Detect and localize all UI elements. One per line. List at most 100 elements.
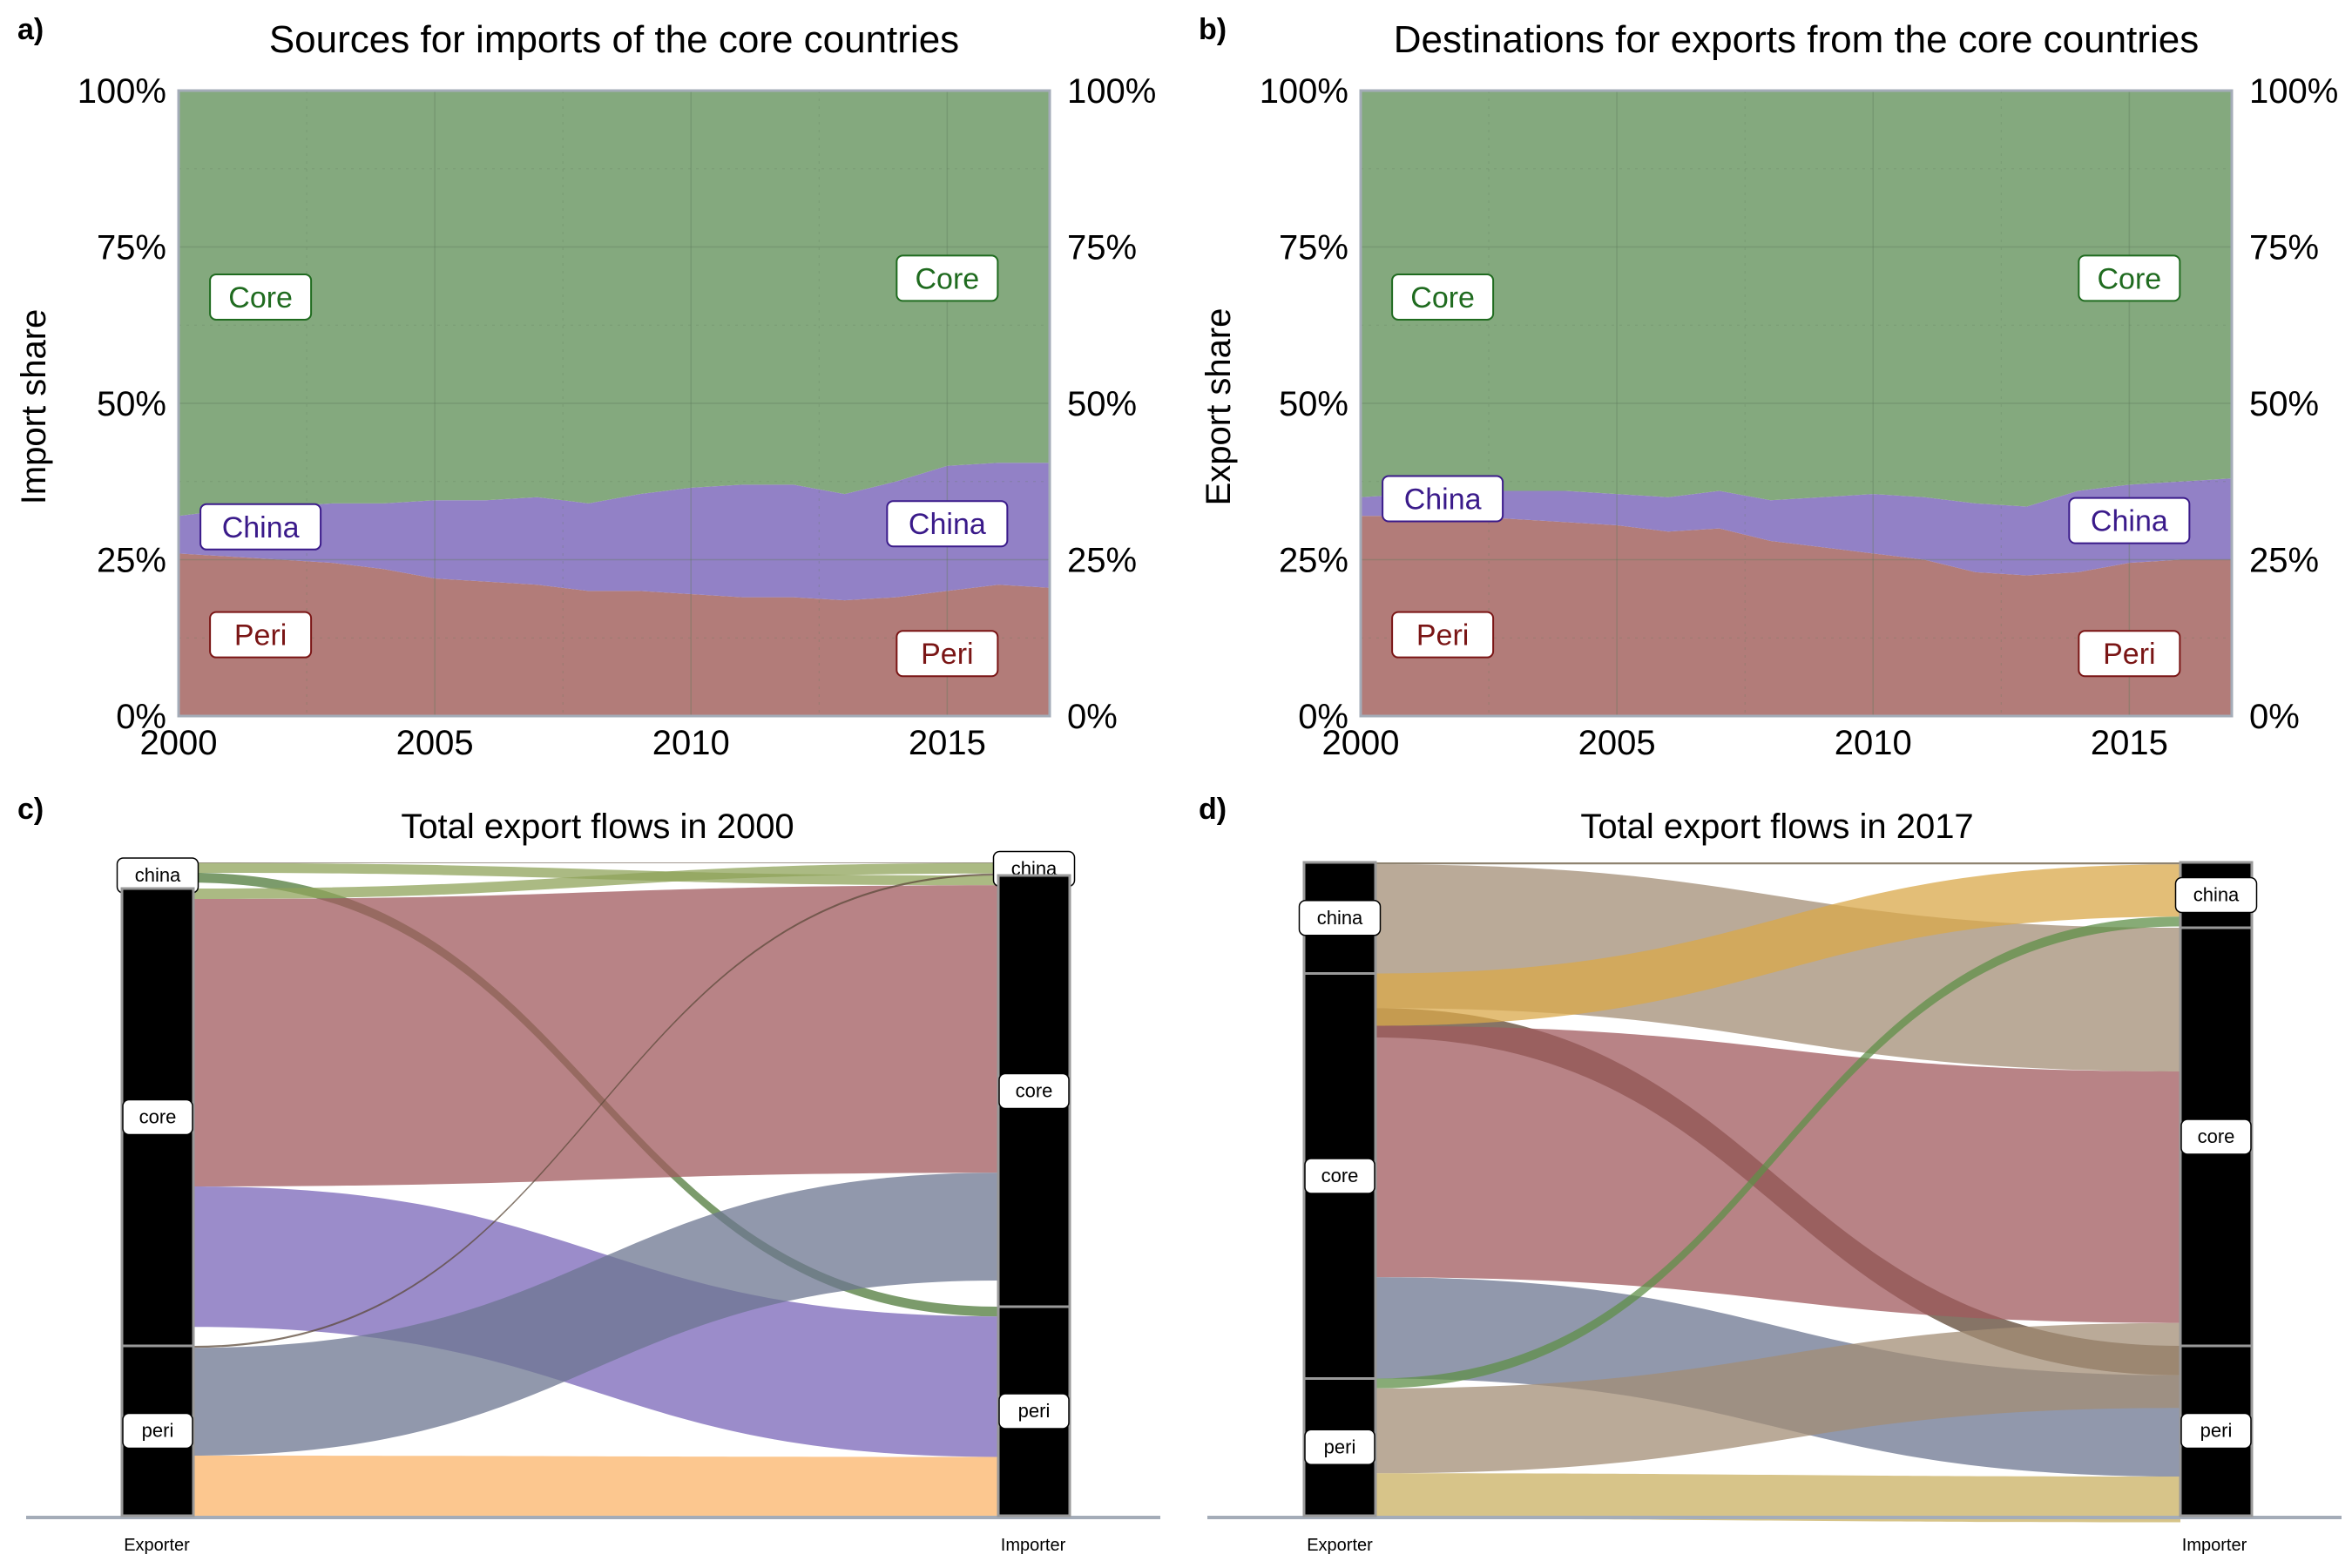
node-label-box <box>1304 1158 1375 1194</box>
node-label-box <box>1298 900 1382 936</box>
node-label-box <box>2174 876 2258 914</box>
area-peri <box>1361 516 2232 716</box>
node-label-box <box>122 1098 193 1136</box>
y-tick-label-right: 100% <box>1067 72 1156 111</box>
node-label-box <box>122 1412 193 1450</box>
x-tick-label: 2010 <box>1835 724 1912 762</box>
flow-core-to-core <box>1375 1025 2180 1323</box>
series-label-china: China <box>909 508 986 541</box>
panel-border <box>1359 89 2234 718</box>
series-label-peri: Peri <box>234 619 287 652</box>
area-core <box>1361 91 2232 507</box>
series-label-china: China <box>222 511 300 544</box>
y-tick-label-right: 50% <box>2249 385 2319 423</box>
series-label-box <box>2068 497 2191 544</box>
x-tick-label: 2005 <box>1578 724 1656 762</box>
y-tick-label-right: 0% <box>2249 698 2300 736</box>
node-label-box <box>2180 1119 2252 1155</box>
node-label-importer-peri: peri <box>1018 1400 1051 1422</box>
flows <box>193 862 998 1519</box>
node-label-exporter-china: china <box>135 864 181 886</box>
panel-a-area-chart: 0% 0% 25% 25% 50% 50% 75% 75% 100% 100% 2000 2005 20… <box>78 72 1157 762</box>
series-label-box <box>199 503 322 551</box>
x-tick-label: 2000 <box>1322 724 1400 762</box>
series-label-box <box>209 611 313 659</box>
y-tick-label-left: 0% <box>116 698 166 736</box>
series-label-peri: Peri <box>1416 619 1469 652</box>
node-label-exporter-peri: peri <box>142 1420 174 1442</box>
y-tick-label-right: 75% <box>1067 229 1137 267</box>
y-tick-label-left: 50% <box>1279 385 1348 423</box>
x-tick-label: 2015 <box>909 724 986 762</box>
area-core <box>179 91 1050 517</box>
y-tick-label-right: 75% <box>2249 229 2319 267</box>
series-label-box <box>1391 273 1495 321</box>
flow-peri-to-china <box>1375 916 2180 1389</box>
panel-c-letter: c) <box>17 793 44 826</box>
series-label-box <box>209 273 313 321</box>
y-tick-label-left: 100% <box>1260 72 1348 111</box>
series-label-china: China <box>1404 483 1482 516</box>
panel-b-title: Destinations for exports from the core c… <box>1394 18 2199 61</box>
node-label-box <box>998 1393 1070 1429</box>
flow-peri-to-peri <box>193 1456 998 1519</box>
y-tick-label-left: 25% <box>97 542 166 580</box>
panel-b-ylabel: Export share <box>1200 308 1238 506</box>
panel-border <box>177 89 1051 718</box>
series-label-core: Core <box>2098 262 2162 295</box>
panel-c-exporter-label: Exporter <box>124 1536 190 1555</box>
y-tick-label-left: 25% <box>1279 542 1348 580</box>
y-tick-label-left: 75% <box>97 229 166 267</box>
node-label-box <box>1304 1429 1375 1465</box>
area-peri <box>179 553 1050 716</box>
panel-c-title: Total export flows in 2000 <box>401 808 794 846</box>
node-label-box <box>998 1072 1070 1110</box>
series-label-box <box>896 630 999 678</box>
series-label-core: Core <box>228 281 293 314</box>
panel-d-title: Total export flows in 2017 <box>1580 808 1973 846</box>
flow-china-to-china <box>1375 862 2180 865</box>
series-label-core: Core <box>916 262 980 295</box>
node-label-importer-core: core <box>1016 1080 1053 1102</box>
panel-d-importer-label: Importer <box>2182 1536 2247 1555</box>
node-label-exporter-china: china <box>1317 907 1363 929</box>
x-tick-label: 2010 <box>652 724 730 762</box>
flow-china-to-china <box>193 862 998 863</box>
x-tick-label: 2015 <box>2091 724 2168 762</box>
flow-core-to-core <box>193 885 998 1186</box>
panel-d-letter: d) <box>1199 793 1227 826</box>
flow-peri-to-core <box>193 1173 998 1456</box>
series-label-peri: Peri <box>2103 638 2155 671</box>
node-label-importer-core: core <box>2198 1125 2235 1147</box>
panel-a-letter: a) <box>17 13 44 46</box>
series-label-china: China <box>2091 505 2168 538</box>
y-tick-label-left: 0% <box>1298 698 1348 736</box>
x-tick-label: 2000 <box>140 724 218 762</box>
node-label-exporter-core: core <box>139 1106 177 1128</box>
flow-peri-to-china <box>193 873 998 1348</box>
series-label-box <box>1382 475 1504 523</box>
y-tick-label-right: 25% <box>1067 542 1137 580</box>
node-label-importer-china: china <box>2193 884 2240 906</box>
series-label-box <box>886 500 1009 548</box>
node-label-exporter-peri: peri <box>1324 1436 1356 1457</box>
series-label-box <box>896 254 999 302</box>
node-label-importer-peri: peri <box>2200 1420 2233 1442</box>
panel-b-letter: b) <box>1199 13 1227 46</box>
flow-peri-to-peri <box>1375 1473 2180 1523</box>
area-china <box>179 463 1050 601</box>
panel-b-area-chart: 0% 0% 25% 25% 50% 50% 75% 75% 100% 100% 2000 2005 20… <box>1260 72 2339 762</box>
series-label-box <box>2078 630 2181 678</box>
panel-c-importer-label: Importer <box>1001 1536 1066 1555</box>
node-label-exporter-core: core <box>1321 1165 1359 1186</box>
flow-china-to-core <box>193 862 998 886</box>
panel-a-ylabel: Import share <box>15 309 53 505</box>
x-tick-label: 2005 <box>396 724 474 762</box>
series-label-box <box>2078 254 2181 302</box>
series-label-core: Core <box>1410 281 1475 314</box>
y-tick-label-left: 50% <box>97 385 166 423</box>
y-tick-label-right: 25% <box>2249 542 2319 580</box>
flow-core-to-china <box>193 862 998 899</box>
